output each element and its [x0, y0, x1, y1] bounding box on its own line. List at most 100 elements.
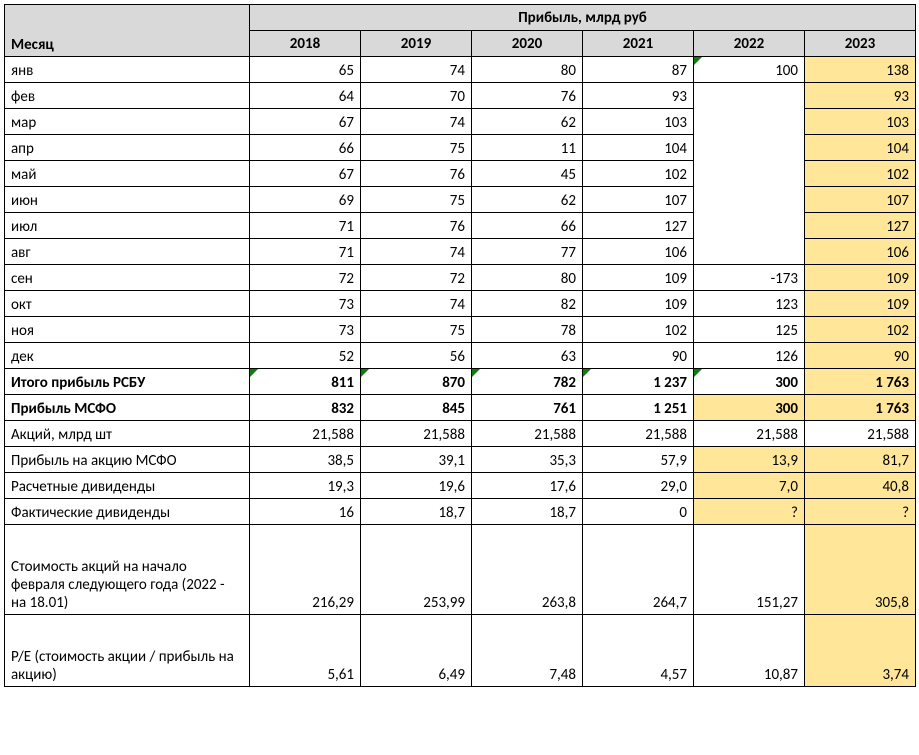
data-cell: 71	[250, 239, 361, 265]
data-cell: 76	[361, 161, 472, 187]
data-cell	[694, 83, 805, 265]
data-cell: 64	[250, 83, 361, 109]
row-label: авг	[5, 239, 250, 265]
table-row: сен727280109-173109	[5, 265, 916, 291]
data-cell: 21,588	[583, 421, 694, 447]
data-cell: ?	[805, 499, 916, 525]
data-cell: 127	[583, 213, 694, 239]
data-cell: 82	[472, 291, 583, 317]
data-cell: 102	[805, 161, 916, 187]
table-row: окт737482109123109	[5, 291, 916, 317]
data-cell: 71	[250, 213, 361, 239]
data-cell: 109	[805, 265, 916, 291]
data-cell: 870	[361, 369, 472, 395]
data-cell: 832	[250, 395, 361, 421]
data-cell: 93	[805, 83, 916, 109]
data-cell: 52	[250, 343, 361, 369]
data-cell: 4,57	[583, 615, 694, 687]
data-cell: ?	[694, 499, 805, 525]
data-cell: 40,8	[805, 473, 916, 499]
row-label: мар	[5, 109, 250, 135]
data-cell: 93	[583, 83, 694, 109]
data-cell: 62	[472, 109, 583, 135]
data-cell: 29,0	[583, 473, 694, 499]
data-cell: 123	[694, 291, 805, 317]
row-label: Фактические дивиденды	[5, 499, 250, 525]
data-cell: 19,6	[361, 473, 472, 499]
row-label: янв	[5, 57, 250, 83]
row-label: июн	[5, 187, 250, 213]
data-cell: 21,588	[472, 421, 583, 447]
row-label: Расчетные дивиденды	[5, 473, 250, 499]
table-row: фев6470769393	[5, 83, 916, 109]
data-cell: 76	[472, 83, 583, 109]
data-cell: 65	[250, 57, 361, 83]
data-cell: 35,3	[472, 447, 583, 473]
data-cell: 106	[583, 239, 694, 265]
data-cell: 73	[250, 291, 361, 317]
data-cell: 103	[583, 109, 694, 135]
data-cell: 13,9	[694, 447, 805, 473]
data-cell: 1 237	[583, 369, 694, 395]
table-row: Фактические дивиденды1618,718,70??	[5, 499, 916, 525]
data-cell: 845	[361, 395, 472, 421]
data-cell: 66	[472, 213, 583, 239]
data-cell: 77	[472, 239, 583, 265]
header-year: 2022	[694, 31, 805, 57]
row-label: Стоимость акций на начало февраля следую…	[5, 525, 250, 615]
data-cell: 0	[583, 499, 694, 525]
data-cell: 151,27	[694, 525, 805, 615]
data-cell: 102	[583, 317, 694, 343]
data-cell: 1 251	[583, 395, 694, 421]
data-cell: 21,588	[250, 421, 361, 447]
data-cell: 102	[805, 317, 916, 343]
data-cell: 127	[805, 213, 916, 239]
data-cell: 5,61	[250, 615, 361, 687]
data-cell: 109	[805, 291, 916, 317]
data-cell: 78	[472, 317, 583, 343]
data-cell: 7,0	[694, 473, 805, 499]
data-cell: 18,7	[361, 499, 472, 525]
data-cell: 300	[694, 395, 805, 421]
data-cell: 90	[805, 343, 916, 369]
data-cell: 17,6	[472, 473, 583, 499]
data-cell: 90	[583, 343, 694, 369]
data-cell: 21,588	[805, 421, 916, 447]
row-label: Прибыль МСФО	[5, 395, 250, 421]
data-cell: 63	[472, 343, 583, 369]
header-profit-group: Прибыль, млрд руб	[250, 5, 916, 31]
data-cell: 253,99	[361, 525, 472, 615]
data-cell: 761	[472, 395, 583, 421]
data-cell: 69	[250, 187, 361, 213]
table-row: Расчетные дивиденды19,319,617,629,07,040…	[5, 473, 916, 499]
header-year: 2021	[583, 31, 694, 57]
data-cell: 80	[472, 57, 583, 83]
data-cell: 76	[361, 213, 472, 239]
row-label: дек	[5, 343, 250, 369]
data-cell: 125	[694, 317, 805, 343]
data-cell: 81,7	[805, 447, 916, 473]
data-cell: 109	[583, 291, 694, 317]
data-cell: 104	[805, 135, 916, 161]
data-cell: 21,588	[694, 421, 805, 447]
row-label: ноя	[5, 317, 250, 343]
row-label: июл	[5, 213, 250, 239]
data-cell: 62	[472, 187, 583, 213]
data-cell: 305,8	[805, 525, 916, 615]
row-label: май	[5, 161, 250, 187]
table-row: Стоимость акций на начало февраля следую…	[5, 525, 916, 615]
data-cell: 811	[250, 369, 361, 395]
data-cell: 11	[472, 135, 583, 161]
data-cell: 38,5	[250, 447, 361, 473]
row-label: Итого прибыль РСБУ	[5, 369, 250, 395]
data-cell: 72	[250, 265, 361, 291]
data-cell: 7,48	[472, 615, 583, 687]
data-cell: 56	[361, 343, 472, 369]
table-row: Итого прибыль РСБУ8118707821 2373001 763	[5, 369, 916, 395]
data-cell: 102	[583, 161, 694, 187]
table-body: янв65748087100138фев6470769393мар6774621…	[5, 57, 916, 687]
table-row: Прибыль МСФО8328457611 2513001 763	[5, 395, 916, 421]
header-month: Месяц	[5, 5, 250, 57]
data-cell: 45	[472, 161, 583, 187]
table-header: Месяц Прибыль, млрд руб 2018 2019 2020 2…	[5, 5, 916, 57]
